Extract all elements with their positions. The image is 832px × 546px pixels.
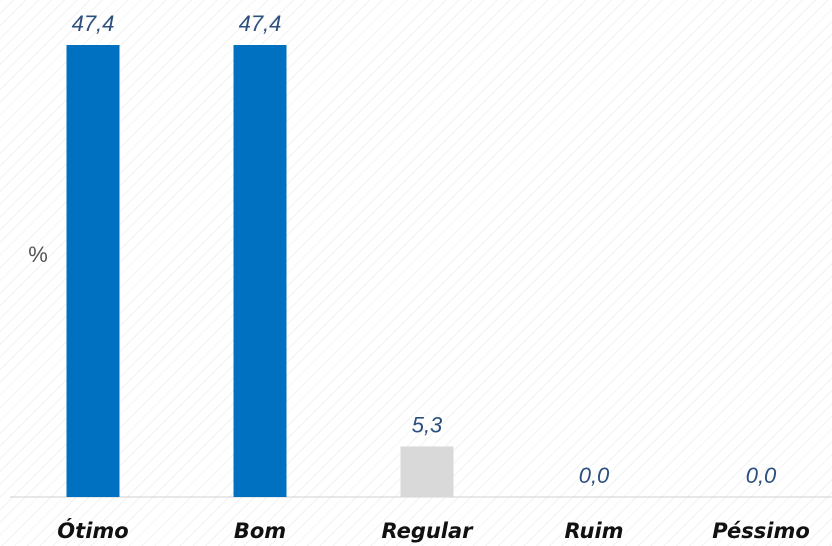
bar-2 (400, 446, 454, 497)
bar-0 (66, 45, 120, 497)
category-label-0: Ótimo (57, 518, 128, 543)
category-label-4: Péssimo (712, 519, 810, 543)
category-label-3: Ruim (564, 519, 623, 543)
value-label-4: 0,0 (746, 463, 777, 488)
category-label-2: Regular (381, 519, 474, 543)
value-label-2: 5,3 (412, 412, 443, 437)
value-label-0: 47,4 (72, 11, 115, 36)
value-labels-layer: 47,4 47,4 5,3 0,0 0,0 (72, 11, 777, 488)
bar-1 (233, 45, 287, 497)
bars-layer (66, 45, 454, 497)
category-labels-layer: Ótimo Bom Regular Ruim Péssimo (57, 518, 809, 543)
value-label-3: 0,0 (579, 463, 610, 488)
value-label-1: 47,4 (239, 11, 282, 36)
y-axis-label: % (28, 242, 48, 267)
category-label-1: Bom (234, 519, 286, 543)
